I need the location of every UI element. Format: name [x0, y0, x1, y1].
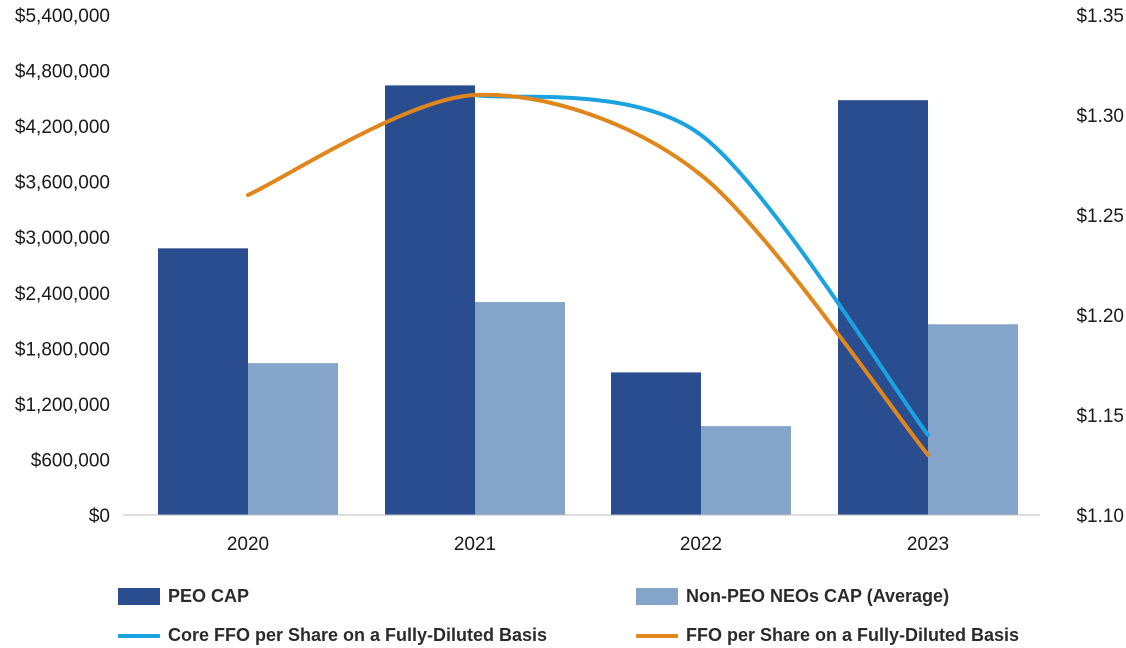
- legend-swatch-ffo: [636, 633, 678, 638]
- x-tick-label: 2022: [680, 534, 722, 555]
- x-tick-label: 2023: [907, 534, 949, 555]
- left-tick-label: $1,200,000: [15, 395, 110, 416]
- left-tick-label: $600,000: [31, 450, 110, 471]
- left-tick-label: $3,000,000: [15, 228, 110, 249]
- legend-label-non-peo-cap: Non-PEO NEOs CAP (Average): [686, 586, 950, 606]
- line-ffo: [246, 92, 930, 457]
- bar-non-peo-cap-2022: [701, 426, 791, 515]
- legend-swatch-non-peo-cap: [636, 588, 678, 605]
- bar-series: [158, 85, 1018, 516]
- right-tick-label: $1.15: [1076, 406, 1124, 427]
- x-tick-label: 2021: [454, 534, 496, 555]
- right-tick-label: $1.10: [1076, 506, 1124, 527]
- bar-peo-cap-2020: [158, 248, 248, 516]
- x-axis: 2020 2021 2022 2023: [227, 534, 949, 555]
- bar-peo-cap-2023: [838, 100, 928, 516]
- left-tick-label: $4,800,000: [15, 62, 110, 83]
- bar-non-peo-cap-2023: [928, 324, 1018, 515]
- x-tick-label: 2020: [227, 534, 269, 555]
- legend-label-core-ffo: Core FFO per Share on a Fully-Diluted Ba…: [168, 625, 548, 645]
- legend-item-peo-cap: PEO CAP: [118, 586, 249, 607]
- left-tick-label: $5,400,000: [15, 6, 110, 27]
- line-core-ffo: [473, 93, 930, 437]
- left-tick-label: $1,800,000: [15, 339, 110, 360]
- right-tick-label: $1.25: [1076, 206, 1124, 227]
- left-tick-label: $2,400,000: [15, 284, 110, 305]
- right-tick-label: $1.30: [1076, 106, 1124, 127]
- left-axis: $0 $600,000 $1,200,000 $1,800,000 $2,400,000…: [15, 6, 110, 527]
- right-axis: $1.10 $1.15 $1.20 $1.25 $1.30 $1.35: [1076, 6, 1124, 527]
- bar-non-peo-cap-2021: [475, 302, 565, 515]
- left-tick-label: $4,200,000: [15, 117, 110, 138]
- legend-label-ffo: FFO per Share on a Fully-Diluted Basis: [686, 625, 1020, 645]
- left-tick-label: $0: [89, 506, 110, 527]
- legend-item-ffo: FFO per Share on a Fully-Diluted Basis: [636, 625, 1019, 646]
- bar-peo-cap-2021: [385, 85, 475, 516]
- legend-label-peo-cap: PEO CAP: [168, 586, 250, 606]
- bar-peo-cap-2022: [611, 372, 701, 515]
- legend-item-non-peo-cap: Non-PEO NEOs CAP (Average): [636, 586, 949, 607]
- legend-item-core-ffo: Core FFO per Share on a Fully-Diluted Ba…: [118, 625, 547, 646]
- right-tick-label: $1.20: [1076, 306, 1124, 327]
- right-tick-label: $1.35: [1076, 6, 1124, 27]
- left-tick-label: $3,600,000: [15, 173, 110, 194]
- line-series: [246, 92, 930, 457]
- bar-non-peo-cap-2020: [248, 363, 338, 515]
- legend-swatch-core-ffo: [118, 633, 160, 638]
- legend-swatch-peo-cap: [118, 588, 160, 605]
